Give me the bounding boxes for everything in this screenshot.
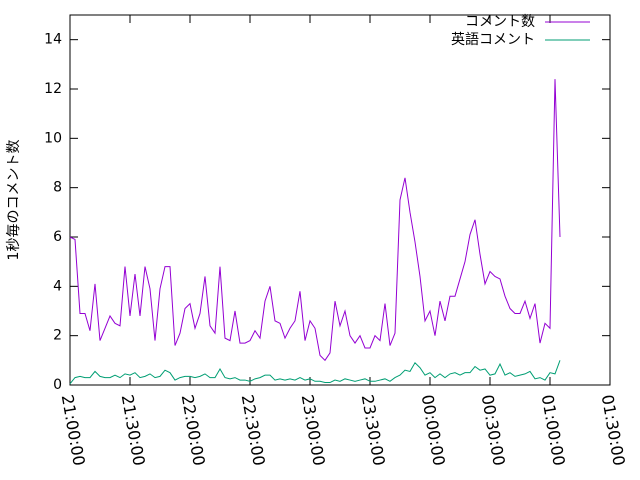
- x-tick-label: 00:30:00: [478, 393, 509, 467]
- x-tick-label: 22:30:00: [238, 393, 269, 467]
- x-tick-label: 22:00:00: [178, 393, 209, 467]
- series-line: [69, 360, 561, 385]
- y-tick-label: 4: [53, 278, 62, 294]
- y-tick-label: 12: [44, 81, 62, 97]
- legend-label: 英語コメント: [451, 31, 535, 48]
- y-tick-label: 14: [44, 32, 62, 48]
- legend-label: コメント数: [465, 14, 535, 30]
- x-tick-label: 00:00:00: [418, 393, 449, 467]
- y-tick-label: 0: [53, 377, 62, 393]
- x-tick-label: 23:30:00: [358, 393, 389, 467]
- series-line: [69, 79, 561, 362]
- x-tick-label: 21:30:00: [118, 393, 149, 467]
- y-axis-label: 1秒毎のコメント数: [6, 140, 22, 261]
- y-tick-label: 10: [44, 130, 62, 146]
- y-tick-label: 2: [53, 328, 62, 344]
- x-tick-label: 21:00:00: [58, 393, 89, 467]
- y-tick-label: 8: [53, 180, 62, 196]
- x-tick-label: 01:00:00: [538, 393, 569, 467]
- plot-border: [69, 14, 611, 386]
- x-tick-label: 01:30:00: [598, 393, 629, 467]
- y-tick-label: 6: [53, 229, 62, 245]
- x-tick-label: 23:00:00: [298, 393, 329, 467]
